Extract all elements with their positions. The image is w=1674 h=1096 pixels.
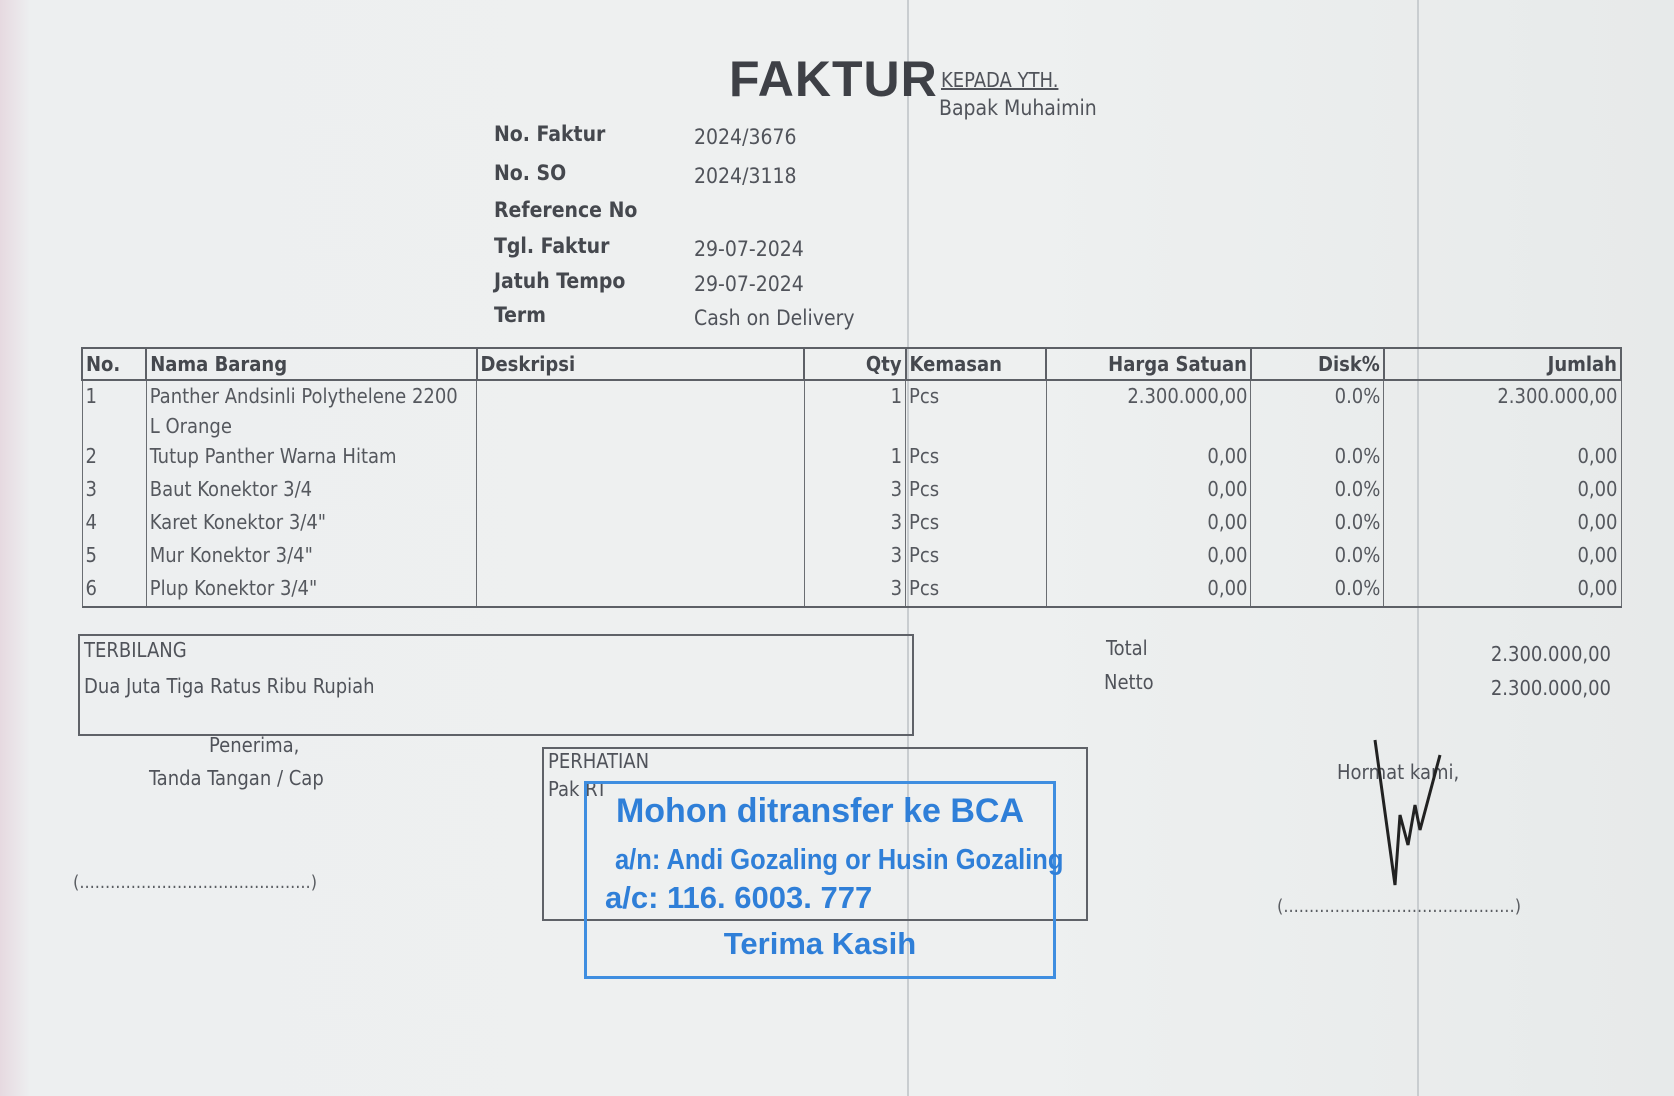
cell-total: 0,00 xyxy=(1383,573,1622,608)
info-label: Tgl. Faktur xyxy=(494,234,610,258)
cell-total: 0,00 xyxy=(1383,507,1622,540)
cell-total: 2.300.000,00 xyxy=(1383,380,1622,441)
receiver-label: Penerima, xyxy=(209,733,300,757)
column-header: Deskripsi xyxy=(475,347,806,381)
recipient-name: Bapak Muhaimin xyxy=(939,96,1097,120)
column-header: Nama Barang xyxy=(145,347,478,381)
cell-no: 3 xyxy=(81,474,147,507)
column-header: Jumlah xyxy=(1382,347,1623,381)
sender-sign-line: (.......................................… xyxy=(1277,896,1522,917)
cell-price: 0,00 xyxy=(1045,507,1252,540)
cell-price: 2.300.000,00 xyxy=(1045,380,1252,441)
cell-total: 0,00 xyxy=(1383,474,1622,507)
info-label: Term xyxy=(494,303,546,327)
cell-desc xyxy=(476,474,805,507)
table-row: 1 Panther Andsinli Polythelene 2200 L Ora… xyxy=(81,380,1622,441)
cell-no: 6 xyxy=(81,573,147,608)
cell-disc: 0.0% xyxy=(1250,540,1385,573)
cell-unit: Pcs xyxy=(905,507,1047,540)
column-header: No. xyxy=(80,347,148,381)
info-value: Cash on Delivery xyxy=(694,306,855,330)
info-label: Jatuh Tempo xyxy=(494,269,626,293)
cell-qty: 3 xyxy=(803,540,907,573)
cell-unit: Pcs xyxy=(905,573,1047,608)
cell-no: 5 xyxy=(81,540,147,573)
cell-desc xyxy=(476,507,805,540)
attention-label: PERHATIAN xyxy=(548,749,650,773)
total-value: 2.300.000,00 xyxy=(1490,642,1611,666)
column-header: Disk% xyxy=(1249,347,1385,381)
cell-disc: 0.0% xyxy=(1250,507,1385,540)
table-row: 3 Baut Konektor 3/4 3 Pcs 0,00 0.0% 0,00 xyxy=(81,474,1622,507)
cell-unit: Pcs xyxy=(905,380,1047,441)
info-label: No. Faktur xyxy=(494,122,606,146)
cell-disc: 0.0% xyxy=(1250,380,1385,441)
cell-price: 0,00 xyxy=(1045,474,1252,507)
receiver-sign-line: (.......................................… xyxy=(73,872,318,893)
info-label: No. SO xyxy=(494,161,567,185)
cell-unit: Pcs xyxy=(905,441,1047,474)
cell-total: 0,00 xyxy=(1383,540,1622,573)
cell-qty: 3 xyxy=(803,507,907,540)
cell-desc xyxy=(476,540,805,573)
terbilang-box: TERBILANG Dua Juta Tiga Ratus Ribu Rupia… xyxy=(78,634,914,736)
column-header: Harga Satuan xyxy=(1045,347,1252,381)
table-row: 2 Tutup Panther Warna Hitam 1 Pcs 0,00 0.0% 0,… xyxy=(81,441,1622,474)
info-value: 2024/3118 xyxy=(694,164,797,188)
cell-price: 0,00 xyxy=(1045,540,1252,573)
cell-desc xyxy=(476,441,805,474)
cell-no: 4 xyxy=(81,507,147,540)
signature-mark xyxy=(1373,739,1442,886)
table-row: 4 Karet Konektor 3/4" 3 Pcs 0,00 0.0% 0,00 xyxy=(81,507,1622,540)
cell-name: Baut Konektor 3/4 xyxy=(145,474,478,507)
cell-price: 0,00 xyxy=(1045,441,1252,474)
cell-desc xyxy=(476,573,805,608)
cell-price: 0,00 xyxy=(1045,573,1252,608)
receiver-sign-caption: Tanda Tangan / Cap xyxy=(149,766,324,790)
column-header: Kemasan xyxy=(904,347,1048,381)
table-row: 5 Mur Konektor 3/4" 3 Pcs 0,00 0.0% 0,00 xyxy=(81,540,1622,573)
cell-name: Panther Andsinli Polythelene 2200 L Oran… xyxy=(145,380,478,441)
recipient-label: KEPADA YTH. xyxy=(941,68,1059,92)
stamp-line: a/n: Andi Gozaling or Husin Gozaling xyxy=(614,844,1064,876)
cell-disc: 0.0% xyxy=(1250,573,1385,608)
stamp-line: a/c: 116. 6003. 777 xyxy=(605,880,873,915)
cell-qty: 3 xyxy=(803,573,907,608)
stamp-line: Terima Kasih xyxy=(723,926,917,961)
info-value: 29-07-2024 xyxy=(694,272,804,296)
cell-no: 1 xyxy=(81,380,147,441)
cell-total: 0,00 xyxy=(1383,441,1622,474)
netto-value: 2.300.000,00 xyxy=(1490,676,1611,700)
cell-disc: 0.0% xyxy=(1250,474,1385,507)
cell-qty: 1 xyxy=(803,441,907,474)
cell-unit: Pcs xyxy=(905,474,1047,507)
cell-disc: 0.0% xyxy=(1250,441,1385,474)
attention-box: PERHATIAN Pak RT xyxy=(542,747,1088,921)
info-value: 29-07-2024 xyxy=(694,237,804,261)
netto-label: Netto xyxy=(1104,670,1154,694)
bank-transfer-stamp: Mohon ditransfer ke BCA a/n: Andi Gozali… xyxy=(584,781,1064,979)
cell-qty: 3 xyxy=(803,474,907,507)
column-header: Qty xyxy=(803,347,907,381)
total-label: Total xyxy=(1106,636,1148,660)
cell-qty: 1 xyxy=(803,380,907,441)
terbilang-value: Dua Juta Tiga Ratus Ribu Rupiah xyxy=(84,674,375,698)
cell-unit: Pcs xyxy=(905,540,1047,573)
items-table: No. Nama Barang Deskripsi Qty Kemasan Harga S… xyxy=(80,347,1623,608)
cell-no: 2 xyxy=(81,441,147,474)
cell-name: Karet Konektor 3/4" xyxy=(145,507,478,540)
table-row: 6 Plup Konektor 3/4" 3 Pcs 0,00 0.0% 0,00 xyxy=(81,573,1622,608)
cell-name: Plup Konektor 3/4" xyxy=(145,573,478,608)
cell-desc xyxy=(476,380,805,441)
document-title: FAKTUR xyxy=(729,51,938,107)
terbilang-label: TERBILANG xyxy=(84,638,187,662)
stamp-line: Mohon ditransfer ke BCA xyxy=(615,792,1025,830)
cell-name: Mur Konektor 3/4" xyxy=(145,540,478,573)
info-value: 2024/3676 xyxy=(694,125,797,149)
cell-name: Tutup Panther Warna Hitam xyxy=(145,441,478,474)
info-label: Reference No xyxy=(494,198,638,222)
